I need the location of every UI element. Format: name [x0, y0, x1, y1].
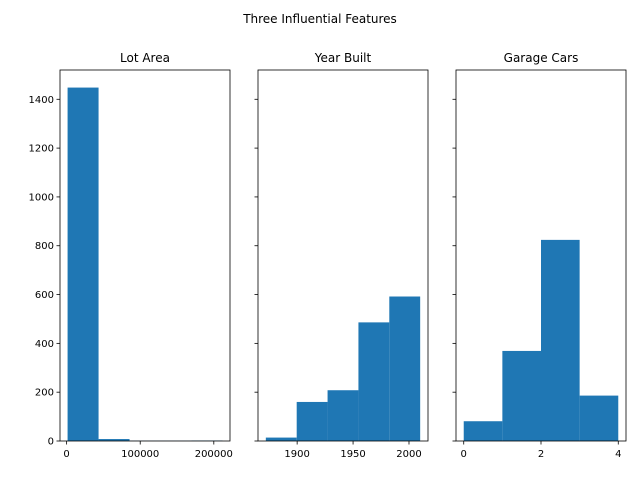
histogram-bar: [265, 437, 297, 441]
histogram-bar: [502, 350, 541, 441]
subplot-2: 1900 1950 2000 Year Built: [254, 51, 429, 460]
x-tick-label: 4: [615, 449, 621, 460]
x-tick-label: 100000: [121, 449, 159, 460]
histogram-bar: [389, 296, 421, 441]
x-tick-label: 0: [63, 449, 69, 460]
y-tick-label: 0: [48, 437, 54, 448]
histogram-bar: [358, 322, 390, 441]
y-tick-label: 800: [35, 241, 54, 252]
histogram-bar: [98, 439, 130, 441]
histogram-bar: [579, 395, 619, 441]
subplot-title: Garage Cars: [504, 51, 579, 65]
y-tick-label: 600: [35, 290, 54, 301]
y-tick-label: 1400: [29, 95, 54, 106]
subplot-title: Year Built: [314, 51, 372, 65]
axes-frame: [59, 69, 231, 442]
y-tick-label: 1000: [29, 192, 54, 203]
x-tick-label: 0: [461, 449, 467, 460]
subplot-1: 0 100000 200000 0 200 400 600 800 1000 1200 1400 Lo…: [29, 51, 233, 460]
y-tick-label: 1200: [29, 144, 54, 155]
histogram-bar: [67, 87, 99, 442]
figure-title: Three Influential Features: [242, 12, 397, 26]
subplot-title: Lot Area: [120, 51, 170, 65]
y-tick-label: 400: [35, 339, 54, 350]
subplot-3: 0 2 4 Garage Cars: [452, 51, 627, 460]
histogram-bar: [463, 421, 503, 441]
axes-frame: [257, 69, 429, 442]
histogram-bar: [296, 401, 328, 441]
histogram-bar: [327, 390, 359, 441]
x-tick-label: 200000: [195, 449, 233, 460]
histogram-bar: [541, 239, 580, 441]
x-tick-label: 2000: [396, 449, 421, 460]
x-tick-label: 1900: [284, 449, 309, 460]
y-tick-label: 200: [35, 388, 54, 399]
subplots: 0 100000 200000 0 200 400 600 800 1000 1200 1400 Lo…: [29, 51, 627, 460]
x-tick-label: 2: [538, 449, 544, 460]
x-tick-label: 1950: [340, 449, 365, 460]
